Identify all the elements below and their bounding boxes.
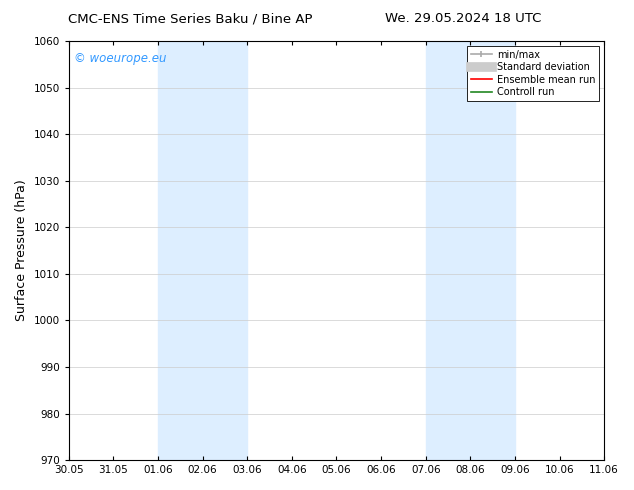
Y-axis label: Surface Pressure (hPa): Surface Pressure (hPa): [15, 180, 28, 321]
Text: © woeurope.eu: © woeurope.eu: [74, 51, 167, 65]
Bar: [158, 41, 247, 460]
Text: CMC-ENS Time Series Baku / Bine AP: CMC-ENS Time Series Baku / Bine AP: [68, 12, 313, 25]
Legend: min/max, Standard deviation, Ensemble mean run, Controll run: min/max, Standard deviation, Ensemble me…: [467, 46, 599, 101]
Text: We. 29.05.2024 18 UTC: We. 29.05.2024 18 UTC: [385, 12, 541, 25]
Bar: [425, 41, 515, 460]
